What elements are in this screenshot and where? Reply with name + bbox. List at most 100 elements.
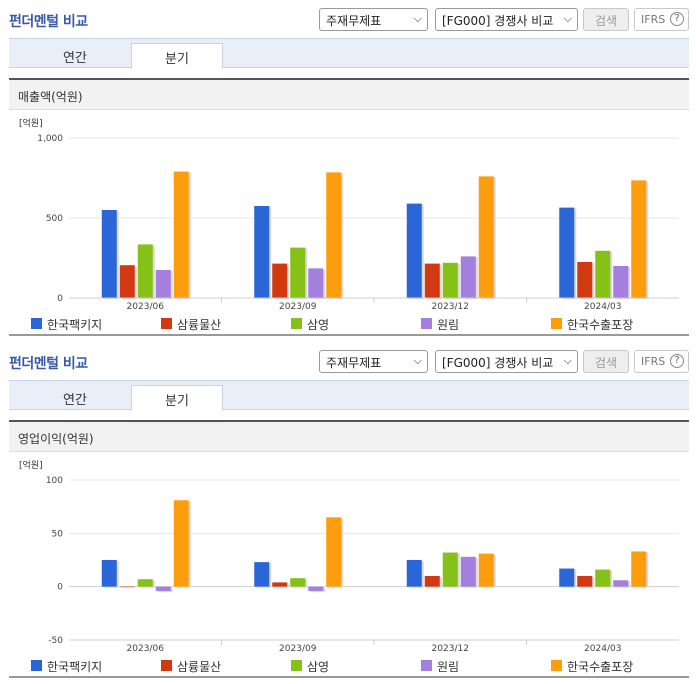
bar[interactable] xyxy=(631,551,647,587)
fundamental-section-sales: 펀더멘털 비교 주재무제표 ⌵ [FG000] 경쟁사 비교 ⌵ 검색 IFRS… xyxy=(9,8,689,336)
tab-annual[interactable]: 연간 xyxy=(63,393,87,408)
bar[interactable] xyxy=(272,263,288,298)
bar[interactable] xyxy=(424,576,440,587)
ifrs-button[interactable]: IFRS ? xyxy=(634,8,689,31)
bar[interactable] xyxy=(290,247,306,298)
statement-type-value: 주재무제표 xyxy=(326,356,382,370)
bar-shadow xyxy=(121,587,137,589)
bar[interactable] xyxy=(478,553,494,587)
bar[interactable] xyxy=(577,262,593,298)
bar[interactable] xyxy=(173,171,189,298)
peer-compare-value: [FG000] 경쟁사 비교 xyxy=(442,14,554,28)
bar[interactable] xyxy=(460,556,476,587)
statement-type-select[interactable]: 주재무제표 ⌵ xyxy=(319,350,428,373)
bar[interactable] xyxy=(326,517,342,587)
search-button[interactable]: 검색 xyxy=(583,8,629,31)
legend-label: 원림 xyxy=(437,660,460,674)
bar[interactable] xyxy=(595,250,611,298)
x-tick-label: 2023/06 xyxy=(127,302,165,310)
tab-annual[interactable]: 연간 xyxy=(63,51,87,66)
bar[interactable] xyxy=(613,266,629,298)
bar[interactable] xyxy=(559,568,575,587)
legend-swatch xyxy=(421,318,432,329)
legend-swatch xyxy=(31,660,42,671)
tab-quarterly[interactable]: 분기 xyxy=(131,385,223,411)
bar[interactable] xyxy=(424,263,440,298)
bar[interactable] xyxy=(406,560,422,587)
y-tick-label: -50 xyxy=(48,636,63,646)
ifrs-button[interactable]: IFRS ? xyxy=(634,350,689,373)
legend-swatch xyxy=(161,660,172,671)
bar-chart-operating-profit: [억원] -50 0 50 100 2023/06 2023/09 2023/12 2024/0… xyxy=(19,459,679,652)
section-title: 펀더멘털 비교 xyxy=(9,356,88,372)
legend-label: 삼영 xyxy=(307,660,330,674)
y-unit-label: [억원] xyxy=(19,459,43,471)
chevron-down-icon: ⌵ xyxy=(563,12,572,25)
x-tick-label: 2023/12 xyxy=(432,302,469,310)
help-icon[interactable]: ? xyxy=(670,12,684,26)
bar[interactable] xyxy=(442,552,458,587)
chart-panel-header: 영업이익(억원) xyxy=(9,422,689,452)
bar[interactable] xyxy=(137,244,153,298)
bar[interactable] xyxy=(478,176,494,298)
x-tick-label: 2023/12 xyxy=(432,644,469,652)
bar[interactable] xyxy=(101,560,117,587)
legend-swatch xyxy=(31,318,42,329)
legend-label: 삼영 xyxy=(307,318,330,332)
bar[interactable] xyxy=(631,180,647,298)
bar[interactable] xyxy=(137,579,153,587)
legend-label: 한국팩키지 xyxy=(47,318,103,332)
legend-swatch xyxy=(551,660,562,671)
chevron-down-icon: ⌵ xyxy=(413,354,422,367)
x-tick-label: 2023/09 xyxy=(279,302,317,310)
statement-type-select[interactable]: 주재무제표 ⌵ xyxy=(319,8,428,31)
peer-compare-value: [FG000] 경쟁사 비교 xyxy=(442,356,554,370)
bar[interactable] xyxy=(155,586,171,591)
bar[interactable] xyxy=(577,576,593,587)
bar[interactable] xyxy=(326,172,342,298)
legend-label: 한국수출포장 xyxy=(567,660,634,674)
legend-swatch xyxy=(421,660,432,671)
x-tick-label: 2024/03 xyxy=(584,644,621,652)
bar[interactable] xyxy=(155,270,171,298)
y-tick-label: 1,000 xyxy=(37,134,63,144)
chevron-down-icon: ⌵ xyxy=(413,12,422,25)
y-tick-label: 50 xyxy=(52,529,64,539)
chart-title: 영업이익(억원) xyxy=(18,432,94,446)
bar[interactable] xyxy=(173,500,189,587)
legend-label: 삼륭물산 xyxy=(177,318,222,332)
legend-label: 원림 xyxy=(437,318,460,332)
bar[interactable] xyxy=(254,206,270,298)
bar[interactable] xyxy=(308,268,324,298)
chart-panel-header: 매출액(억원) xyxy=(9,80,689,110)
bar[interactable] xyxy=(119,265,135,298)
tab-quarterly[interactable]: 분기 xyxy=(131,43,223,69)
fundamental-section-operating-profit: 펀더멘털 비교 주재무제표 ⌵ [FG000] 경쟁사 비교 ⌵ 검색 IFRS… xyxy=(0,342,696,684)
legend-swatch xyxy=(291,660,302,671)
bar[interactable] xyxy=(308,586,324,591)
bar[interactable] xyxy=(406,203,422,298)
chart-panel: 매출액(억원) [억원] 0 500 1,000 2023/06 2023/09 2023/… xyxy=(9,78,689,336)
period-tabs: 연간 분기 xyxy=(9,38,689,69)
peer-compare-select[interactable]: [FG000] 경쟁사 비교 ⌵ xyxy=(435,8,578,31)
x-tick-label: 2023/06 xyxy=(127,644,165,652)
y-unit-label: [억원] xyxy=(19,117,43,129)
bar[interactable] xyxy=(119,586,135,588)
peer-compare-select[interactable]: [FG000] 경쟁사 비교 ⌵ xyxy=(435,350,578,373)
bar[interactable] xyxy=(272,582,288,587)
legend-swatch xyxy=(161,318,172,329)
bar[interactable] xyxy=(254,562,270,587)
bar-chart-sales: [억원] 0 500 1,000 2023/06 2023/09 2023/12 2024/0… xyxy=(19,117,679,310)
bar[interactable] xyxy=(559,207,575,298)
help-icon[interactable]: ? xyxy=(670,354,684,368)
x-tick-label: 2024/03 xyxy=(584,302,621,310)
bar[interactable] xyxy=(613,580,629,587)
bar[interactable] xyxy=(460,256,476,298)
bar[interactable] xyxy=(595,569,611,587)
search-button[interactable]: 검색 xyxy=(583,350,629,373)
bar[interactable] xyxy=(442,262,458,298)
y-tick-label: 500 xyxy=(46,214,63,224)
bar[interactable] xyxy=(290,578,306,587)
bar[interactable] xyxy=(101,210,117,298)
chart-title: 매출액(억원) xyxy=(18,90,83,104)
